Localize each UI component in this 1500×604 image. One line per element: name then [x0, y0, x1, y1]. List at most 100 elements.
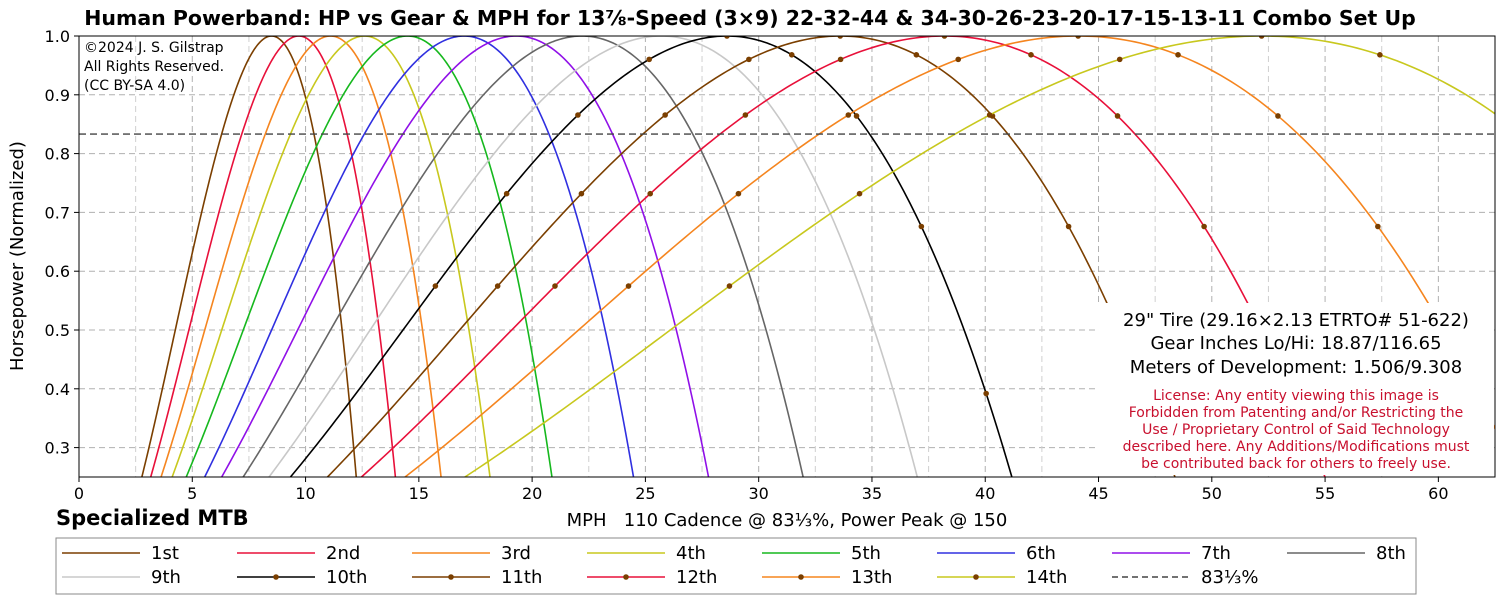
- legend-label-6th: 6th: [1026, 543, 1056, 564]
- series-marker-10th: [503, 190, 510, 197]
- legend-label-83⅓%: 83⅓%: [1201, 567, 1258, 588]
- copyright-line-3: (CC BY-SA 4.0): [84, 78, 185, 94]
- x-tick-label: 40: [975, 484, 995, 503]
- legend-label-12th: 12th: [676, 567, 717, 588]
- series-marker-13th: [1375, 223, 1381, 230]
- legend-marker-11th: [448, 574, 454, 580]
- x-axis-label: MPH 110 Cadence @ 83⅓%, Power Peak @ 150: [567, 510, 1008, 531]
- development-info: Meters of Development: 1.506/9.308: [1130, 357, 1462, 378]
- legend-label-2nd: 2nd: [326, 543, 360, 564]
- series-marker-13th: [845, 112, 852, 118]
- series-line-2nd: [149, 36, 397, 477]
- y-tick-labels: 0.3 0.4 0.5 0.6 0.7 0.8 0.9 1.0: [45, 27, 70, 458]
- tire-info: 29" Tire (29.16×2.13 ETRTO# 51-622): [1123, 310, 1469, 331]
- series-marker-13th: [955, 56, 962, 63]
- series-marker-10th: [724, 36, 730, 39]
- legend-marker-13th: [798, 574, 804, 580]
- license-line-3: Use / Proprietary Control of Said Techno…: [1142, 422, 1450, 438]
- y-tick-label: 0.7: [45, 203, 70, 222]
- legend-label-10th: 10th: [326, 567, 367, 588]
- chart-title: Human Powerband: HP vs Gear & MPH for 13…: [84, 6, 1416, 30]
- license-line-4: described here. Any Additions/Modificati…: [1123, 439, 1470, 455]
- y-tick-label: 1.0: [45, 27, 70, 46]
- series-marker-14th: [1258, 36, 1265, 39]
- series-marker-10th: [575, 112, 581, 118]
- y-tick-label: 0.6: [45, 262, 70, 281]
- y-tick-label: 0.8: [45, 145, 70, 164]
- x-tick-label: 0: [74, 484, 84, 503]
- legend-label-1st: 1st: [151, 543, 179, 564]
- legend: 1st 2nd 3rd 4th 5th 6th 7th 8th 9th 10th 11th 12th 1…: [62, 543, 1406, 588]
- license-line-2: Forbidden from Patenting and/or Restrict…: [1129, 405, 1464, 421]
- series-marker-12th: [647, 190, 653, 197]
- x-tick-label: 10: [295, 484, 315, 503]
- series-line-5th: [185, 36, 553, 477]
- legend-marker-10th: [273, 574, 279, 580]
- series-marker-10th: [788, 52, 795, 58]
- series-curves: [79, 36, 1495, 477]
- series-marker-11th: [578, 190, 585, 197]
- x-tick-label: 50: [1202, 484, 1222, 503]
- series-line-14th: [463, 36, 1495, 477]
- y-tick-label: 0.9: [45, 86, 70, 105]
- plot-frame: [78, 35, 1496, 478]
- legend-label-13th: 13th: [851, 567, 892, 588]
- gear-inches-info: Gear Inches Lo/Hi: 18.87/116.65: [1150, 333, 1441, 354]
- series-marker-12th: [1114, 113, 1121, 119]
- x-tick-label: 5: [187, 484, 197, 503]
- series-line-11th: [326, 36, 1176, 477]
- series-marker-12th: [837, 56, 844, 63]
- y-tick-label: 0.3: [45, 439, 70, 458]
- legend-label-9th: 9th: [151, 567, 181, 588]
- series-marker-13th: [735, 190, 742, 197]
- info-box: 29" Tire (29.16×2.13 ETRTO# 51-622) Gear…: [1098, 303, 1494, 475]
- x-tick-label: 20: [522, 484, 542, 503]
- series-marker-14th: [726, 283, 733, 289]
- series-marker-13th: [1175, 52, 1181, 58]
- series-line-8th: [242, 36, 804, 477]
- x-tick-label: 60: [1428, 484, 1448, 503]
- license-line-5: be contributed back for others to freely…: [1141, 456, 1451, 472]
- x-tick-label: 15: [409, 484, 429, 503]
- series-marker-10th: [918, 223, 925, 230]
- legend-label-4th: 4th: [676, 543, 706, 564]
- series-marker-10th: [646, 56, 653, 63]
- y-axis-label: Horsepower (Normalized): [7, 141, 28, 371]
- x-tick-labels: 0 5 10 15 20 25 30 35 40 45 50 55 60: [74, 484, 1449, 503]
- series-marker-12th: [1201, 223, 1207, 230]
- legend-box: [55, 537, 1417, 595]
- series-marker-11th: [837, 36, 844, 39]
- brand-label: Specialized MTB: [56, 506, 249, 530]
- series-marker-11th: [1065, 223, 1072, 230]
- series-marker-11th: [494, 283, 501, 289]
- series-line-10th: [289, 36, 1013, 477]
- series-marker-13th: [1075, 36, 1081, 39]
- x-tick-label: 45: [1088, 484, 1108, 503]
- series-marker-12th: [742, 112, 749, 118]
- series-marker-14th: [1377, 52, 1383, 58]
- legend-marker-14th: [973, 574, 979, 580]
- series-line-13th: [403, 36, 1495, 477]
- x-tick-label: 25: [635, 484, 655, 503]
- series-marker-10th: [983, 390, 989, 397]
- copyright-notice: ©2024 J. S. Gilstrap All Rights Reserved…: [84, 40, 224, 94]
- series-marker-11th: [662, 112, 668, 118]
- series-line-12th: [360, 36, 1326, 477]
- series-marker-13th: [1275, 113, 1281, 119]
- y-tick-label: 0.4: [45, 380, 70, 399]
- x-tick-label: 30: [749, 484, 769, 503]
- series-line-6th: [203, 36, 635, 477]
- info-box-background: [1098, 303, 1494, 475]
- x-tick-label: 35: [862, 484, 882, 503]
- series-marker-12th: [1028, 52, 1034, 58]
- x-tick-label: 55: [1315, 484, 1335, 503]
- series-marker-12th: [552, 283, 558, 289]
- series-line-9th: [268, 36, 919, 477]
- series-marker-12th: [941, 36, 948, 39]
- series-marker-10th: [432, 283, 439, 289]
- legend-label-14th: 14th: [1026, 567, 1067, 588]
- series-marker-14th: [856, 190, 863, 197]
- legend-label-5th: 5th: [851, 543, 881, 564]
- series-marker-11th: [746, 56, 752, 63]
